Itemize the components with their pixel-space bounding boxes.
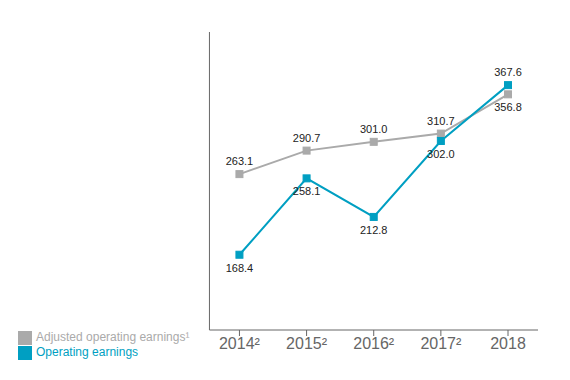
svg-text:367.6: 367.6: [494, 66, 522, 78]
svg-text:2018: 2018: [490, 335, 526, 352]
html-text:Operating earnings: Operating earnings: [36, 345, 139, 360]
svg-text:212.8: 212.8: [360, 224, 388, 236]
svg-text:302.0: 302.0: [427, 148, 455, 160]
svg-text:310.7: 310.7: [427, 115, 455, 127]
svg-text:2014²: 2014²: [219, 335, 261, 352]
html-text:Adjusted operating earnings¹: Adjusted operating earnings¹: [36, 330, 190, 345]
svg-text:2015²: 2015²: [286, 335, 328, 352]
svg-text:290.7: 290.7: [293, 132, 321, 144]
svg-text:258.1: 258.1: [293, 185, 321, 197]
svg-text:356.8: 356.8: [494, 101, 522, 113]
svg-text:301.0: 301.0: [360, 123, 388, 135]
svg-text:2017²: 2017²: [420, 335, 462, 352]
svg-text:263.1: 263.1: [226, 155, 254, 167]
svg-text:168.4: 168.4: [226, 262, 254, 274]
svg-text:2016²: 2016²: [353, 335, 395, 352]
